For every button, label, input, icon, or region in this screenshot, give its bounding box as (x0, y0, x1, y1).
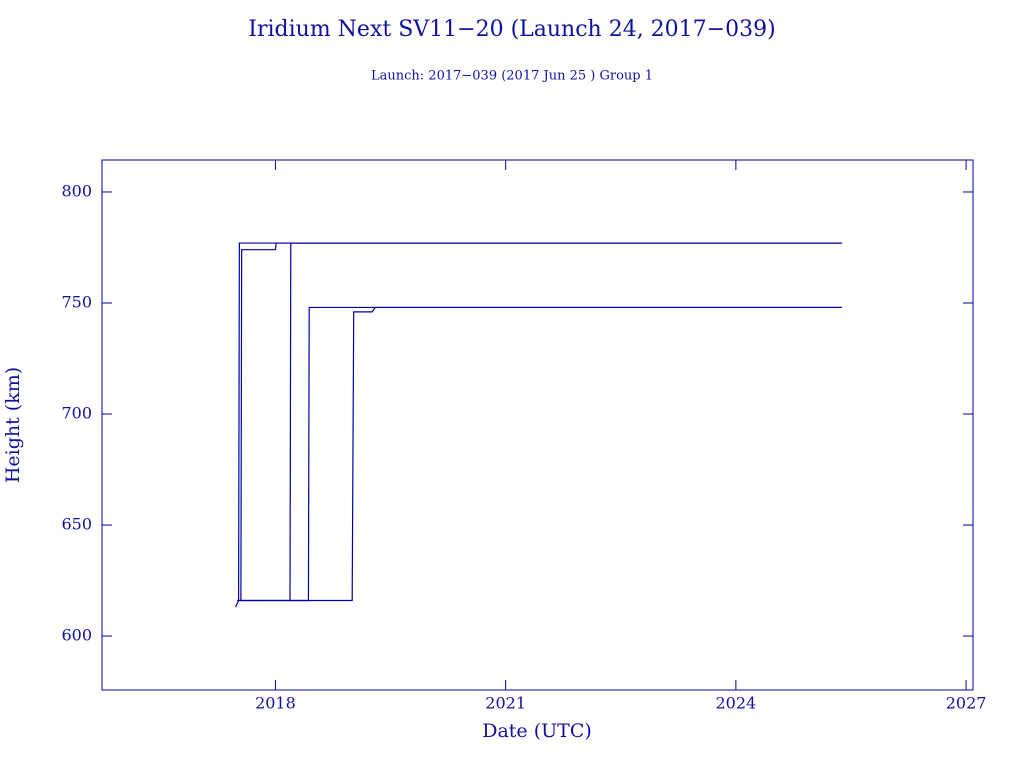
plot-frame (101, 159, 974, 691)
x-tick-label: 2027 (946, 694, 987, 713)
x-tick-label: 2018 (255, 694, 296, 713)
chart-subtitle: Launch: 2017−039 (2017 Jun 25 ) Group 1 (371, 69, 653, 84)
x-tick-label: 2024 (716, 694, 757, 713)
series-line (234, 242, 842, 608)
y-tick-label: 700 (61, 404, 92, 423)
x-axis-label: Date (UTC) (482, 720, 592, 742)
y-tick-label: 650 (61, 515, 92, 534)
y-axis-label: Height (km) (2, 367, 24, 483)
y-tick-label: 750 (61, 292, 92, 311)
series-line (240, 306, 842, 602)
y-tick-label: 600 (61, 626, 92, 645)
series-line (240, 242, 842, 602)
series-line (237, 242, 842, 602)
chart-title: Iridium Next SV11−20 (Launch 24, 2017−03… (248, 17, 775, 42)
series-line (290, 306, 842, 602)
x-tick-label: 2021 (485, 694, 526, 713)
y-tick-label: 800 (61, 181, 92, 200)
